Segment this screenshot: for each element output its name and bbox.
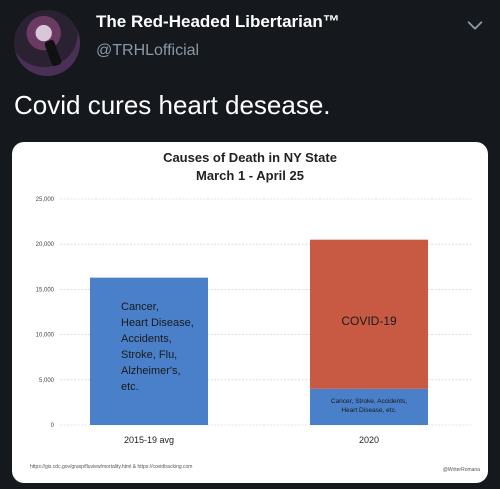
x-tick-label: 2020 bbox=[359, 435, 379, 445]
bar-label-line: etc. bbox=[121, 381, 139, 393]
bar-label-line: Accidents, bbox=[121, 333, 172, 345]
y-tick-label: 0 bbox=[51, 423, 55, 429]
bar-label-line: Stroke, Flu, bbox=[121, 349, 177, 361]
user-handle[interactable]: @TRHLofficial bbox=[96, 42, 200, 59]
tweet-media-chart[interactable]: Causes of Death in NY State March 1 - Ap… bbox=[12, 142, 488, 483]
chart-subtitle: March 1 - April 25 bbox=[196, 168, 304, 183]
y-tick-label: 20,000 bbox=[36, 242, 55, 248]
chart-title: Causes of Death in NY State bbox=[163, 150, 337, 165]
display-name[interactable]: The Red-Headed Libertarian™ bbox=[96, 12, 340, 31]
microphone-icon bbox=[43, 39, 63, 67]
bar-label: Cancer, Stroke, Accidents, Heart Disease,… bbox=[331, 398, 407, 414]
credit-note: @WriterRomana bbox=[443, 467, 480, 473]
tweet-header: The Red-Headed Libertarian™ @TRHLofficia… bbox=[0, 0, 500, 90]
bar bbox=[310, 239, 428, 389]
bar-label-line: Alzheimer's, bbox=[121, 365, 181, 377]
bar-label-line: Cancer, Stroke, Accidents, bbox=[331, 398, 407, 405]
bar bbox=[90, 277, 208, 425]
bar-label-line: Heart Disease, etc. bbox=[341, 407, 396, 414]
bar-label: Cancer, Heart Disease, Accidents, Stroke, F… bbox=[121, 301, 194, 393]
avatar[interactable] bbox=[14, 10, 80, 76]
bar-label-line: Heart Disease, bbox=[121, 317, 194, 329]
source-note: https://gis.cdc.gov/grasp/fluview/mortal… bbox=[30, 464, 192, 470]
bar bbox=[310, 388, 428, 425]
bar-label-line: Cancer, bbox=[121, 301, 159, 313]
chart: Causes of Death in NY State March 1 - Ap… bbox=[30, 150, 480, 473]
tweet-text: Covid cures heart desease. bbox=[14, 90, 331, 120]
bar-label: COVID-19 bbox=[341, 314, 397, 328]
x-tick-label: 2015-19 avg bbox=[124, 435, 174, 445]
chevron-down-icon[interactable] bbox=[464, 14, 486, 36]
y-tick-label: 15,000 bbox=[36, 287, 55, 293]
y-tick-label: 25,000 bbox=[36, 197, 55, 203]
y-tick-label: 5,000 bbox=[39, 378, 55, 384]
y-tick-label: 10,000 bbox=[36, 333, 55, 339]
